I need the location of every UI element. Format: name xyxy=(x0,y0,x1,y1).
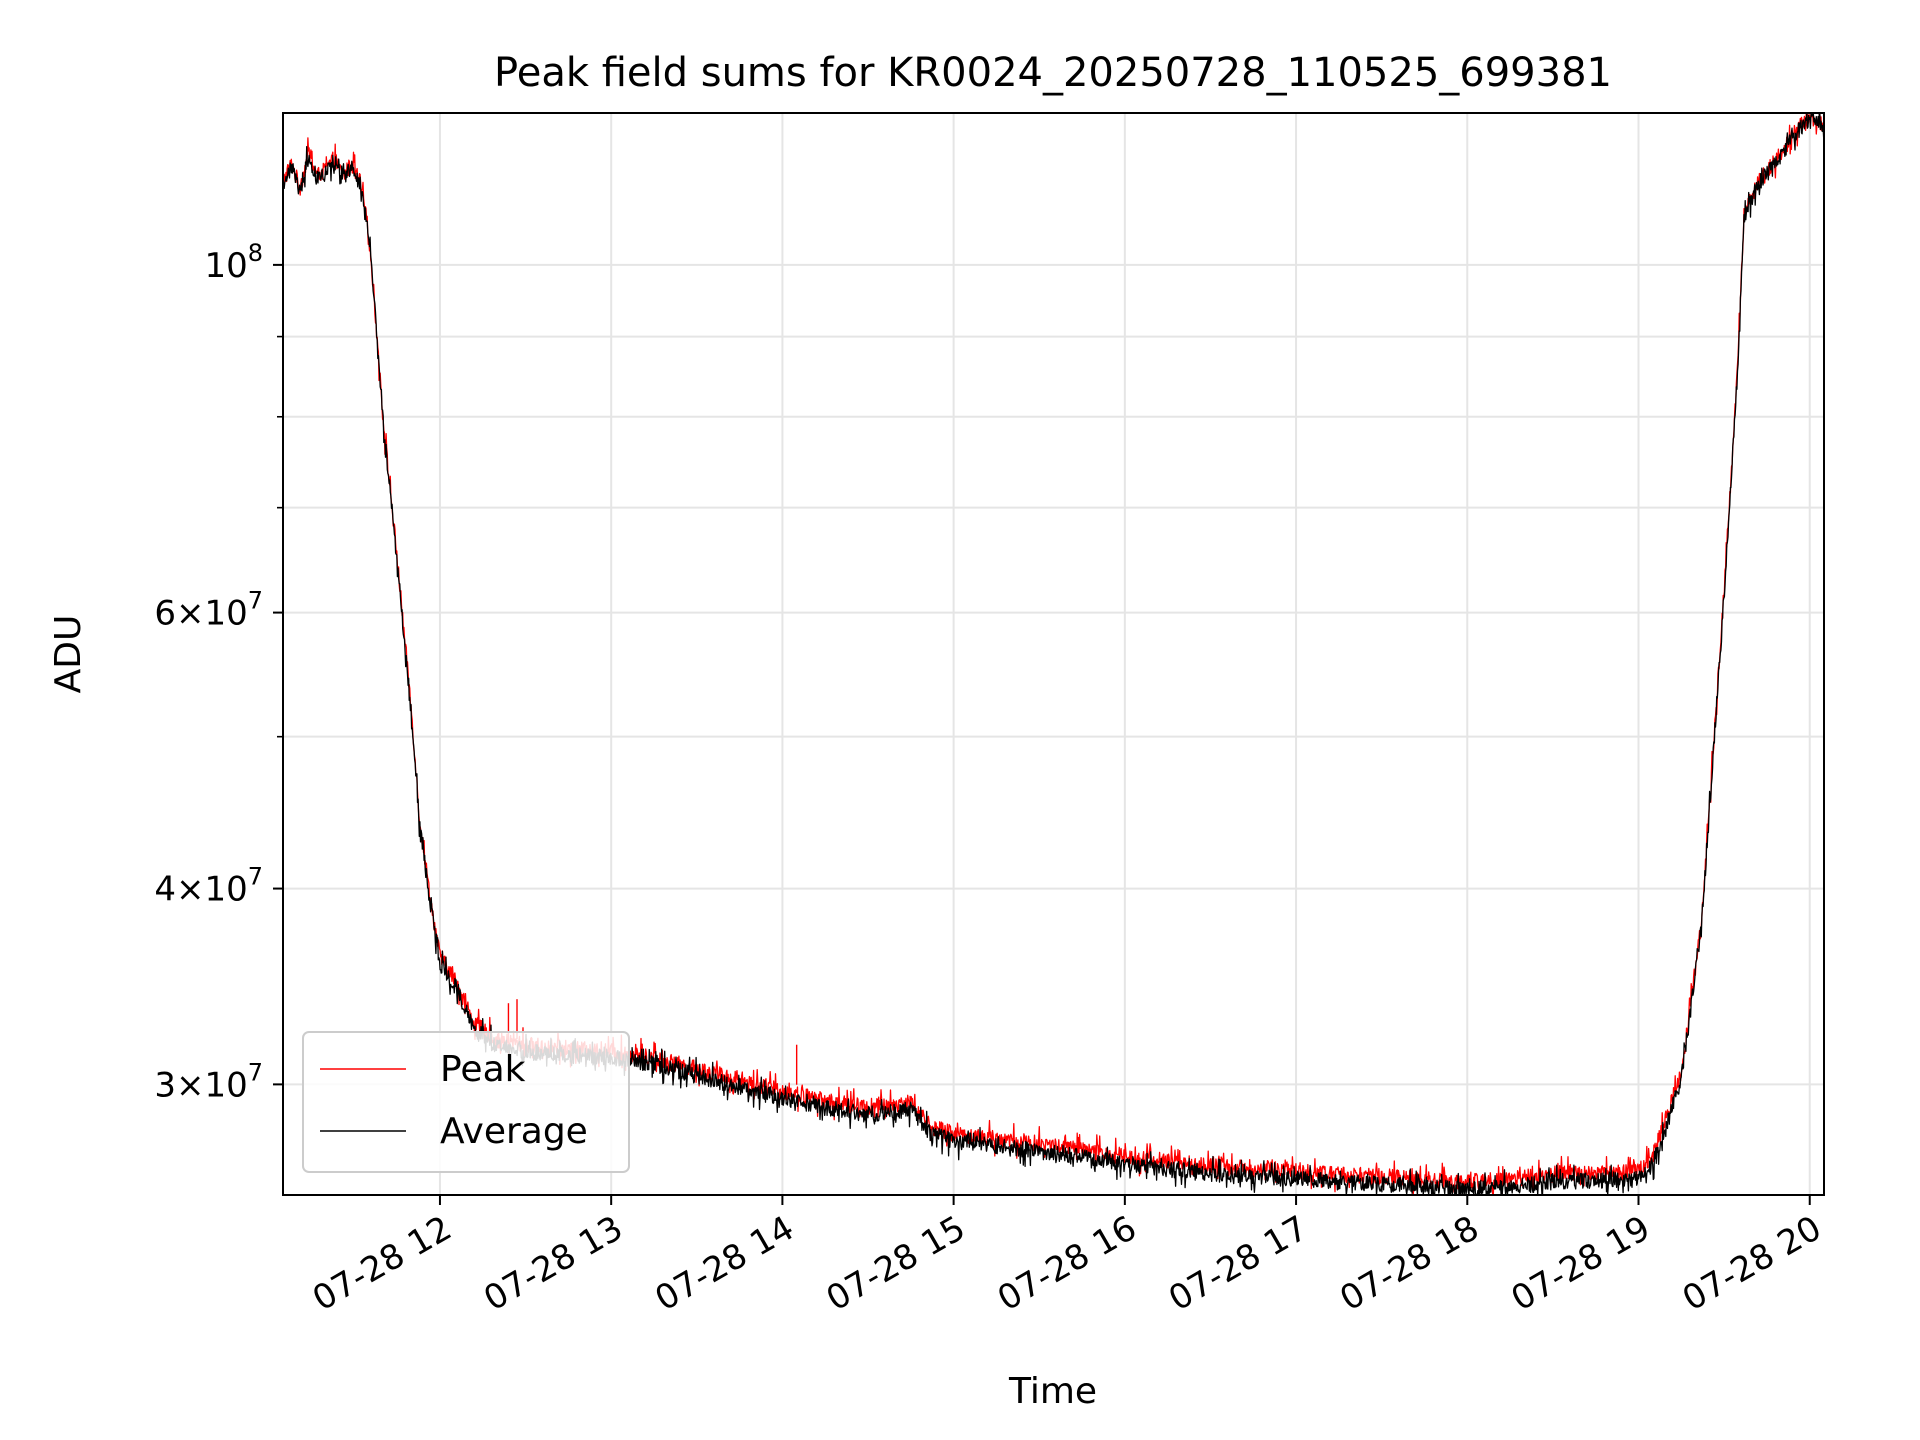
legend-label-average: Average xyxy=(440,1111,588,1152)
chart-title: Peak field sums for KR0024_20250728_1105… xyxy=(494,50,1612,96)
y-tick-label: 6×107 xyxy=(154,587,263,634)
y-tick-label: 108 xyxy=(204,239,263,286)
plot-frame xyxy=(282,112,1825,1196)
y-tick-label: 4×107 xyxy=(154,863,263,910)
y-axis: 108 6×107 4×107 3×107 xyxy=(154,239,283,1105)
legend-label-peak: Peak xyxy=(440,1049,526,1090)
x-axis-label: Time xyxy=(1008,1371,1097,1412)
y-tick-label: 3×107 xyxy=(154,1058,263,1105)
legend: Peak Average xyxy=(302,1031,630,1173)
y-axis-label: ADU xyxy=(48,615,89,694)
legend-box xyxy=(302,1031,630,1173)
grid xyxy=(283,113,1824,1195)
